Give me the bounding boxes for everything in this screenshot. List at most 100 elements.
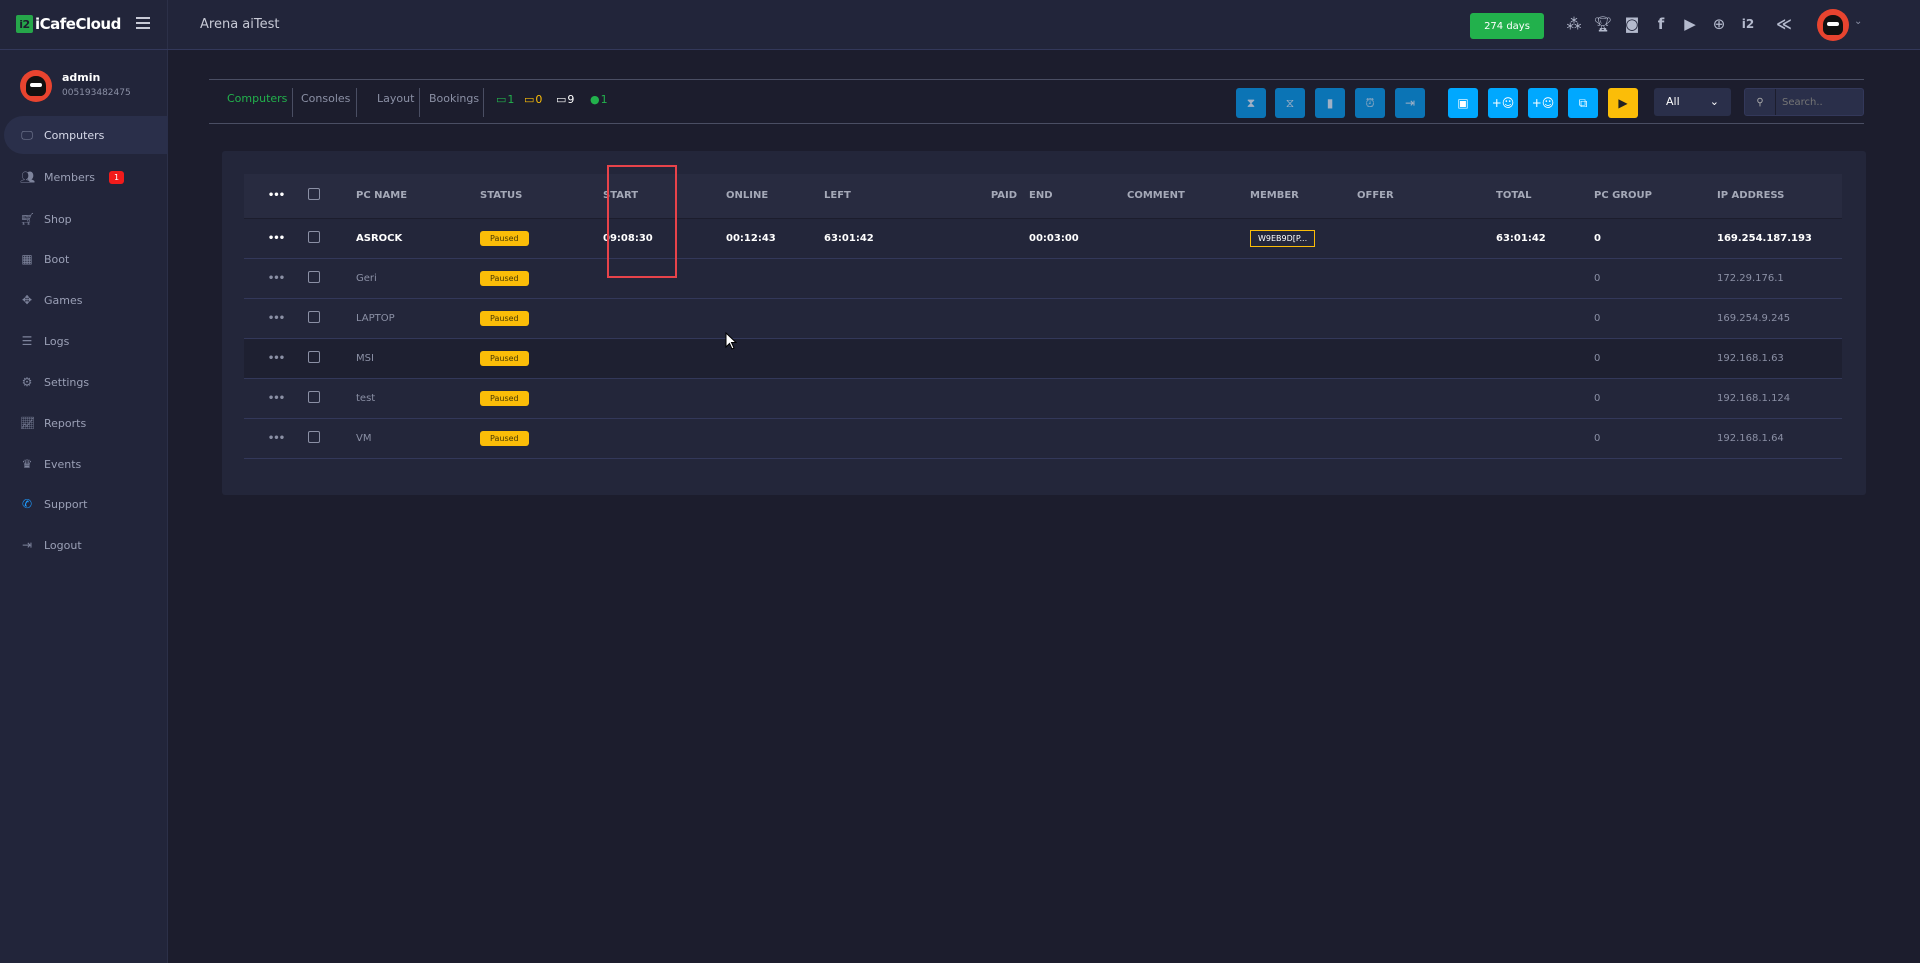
row-checkbox[interactable]	[308, 350, 320, 363]
trophy-icon[interactable]: 🏆︎	[1593, 15, 1613, 33]
header-left[interactable]: LEFT	[824, 174, 922, 219]
sidebar-item-reports[interactable]: 📈︎ Reports	[4, 404, 168, 442]
sidebar-item-computers[interactable]: 🖵︎ Computers	[4, 116, 168, 154]
row-actions-icon[interactable]: •••	[267, 392, 285, 404]
cell-member	[1250, 338, 1357, 379]
header-paid[interactable]: PAID	[922, 174, 1029, 219]
discord-icon[interactable]: ◙	[1624, 15, 1640, 33]
sidebar-item-shop[interactable]: 🛒︎ Shop	[4, 200, 168, 238]
sidebar-item-games[interactable]: ✥ Games	[4, 281, 168, 319]
icafe-icon[interactable]: i2	[1741, 17, 1755, 31]
filter-select[interactable]: All ⌄	[1654, 88, 1731, 116]
menu-toggle-icon[interactable]	[136, 17, 150, 29]
search-box[interactable]: ⚲	[1744, 88, 1864, 116]
ranking-icon[interactable]: ⁂	[1566, 15, 1582, 33]
logout-pc-button[interactable]: ⇥	[1395, 88, 1425, 118]
brand-icon[interactable]: ≪	[1776, 15, 1792, 33]
row-actions-icon[interactable]: •••	[267, 232, 285, 244]
row-actions-icon[interactable]: •••	[267, 352, 285, 364]
tab-layout[interactable]: Layout	[377, 92, 415, 105]
header-pc-name[interactable]: PC NAME	[356, 174, 480, 219]
facebook-icon[interactable]: f	[1657, 15, 1665, 33]
sidebar-item-settings[interactable]: ⚙ Settings	[4, 363, 168, 401]
tab-consoles[interactable]: Consoles	[301, 92, 351, 105]
row-actions-icon[interactable]: •••	[267, 432, 285, 444]
sidebar-item-support[interactable]: ✆ Support	[4, 485, 168, 523]
table-row[interactable]: ••• VM Paused 0 192.168.1.64	[244, 418, 1842, 459]
tab-computers[interactable]: Computers	[227, 92, 288, 105]
sidebar-item-events[interactable]: ♛ Events	[4, 445, 168, 483]
cell-total	[1496, 418, 1594, 459]
play-button[interactable]: ▶	[1608, 88, 1638, 118]
cell-start	[603, 338, 726, 379]
header-end[interactable]: END	[1029, 174, 1127, 219]
header-member[interactable]: MEMBER	[1250, 174, 1357, 219]
cell-group: 0	[1594, 378, 1717, 419]
cell-total	[1496, 338, 1594, 379]
status-badge: Paused	[480, 350, 529, 366]
hourglass-full-button[interactable]: ⧗	[1236, 88, 1266, 118]
hourglass-button[interactable]: ⧖	[1275, 88, 1305, 118]
user-name: admin	[62, 71, 101, 84]
computers-table: ••• PC NAME STATUS START ONLINE LEFT PAID END CO…	[244, 174, 1842, 459]
row-checkbox[interactable]	[308, 310, 320, 323]
status-badge: Paused	[480, 270, 529, 286]
member-tag[interactable]: W9EB9D[P...	[1250, 229, 1316, 247]
table-row[interactable]: ••• test Paused 0 192.168.1.124	[244, 378, 1842, 419]
days-remaining-badge[interactable]: 274 days	[1470, 13, 1544, 39]
row-actions-icon[interactable]: •••	[267, 272, 285, 284]
sidebar-item-boot[interactable]: ▦ Boot	[4, 240, 168, 278]
table-row[interactable]: ••• Geri Paused 0 172.29.176.1	[244, 258, 1842, 299]
logo[interactable]: i2 iCafeCloud	[16, 15, 121, 33]
row-actions-icon[interactable]: •••	[267, 312, 285, 324]
table-row[interactable]: ••• MSI Paused 0 192.168.1.63	[244, 338, 1842, 379]
select-all[interactable]	[308, 174, 356, 219]
header-comment[interactable]: COMMENT	[1127, 174, 1250, 219]
header-status[interactable]: STATUS	[480, 174, 603, 219]
header-ip-address[interactable]: IP ADDRESS	[1717, 174, 1842, 219]
cell-comment	[1127, 218, 1250, 259]
row-checkbox[interactable]	[308, 230, 320, 243]
row-checkbox[interactable]	[308, 430, 320, 443]
chevron-down-icon[interactable]: ⌄	[1854, 16, 1863, 27]
members-badge: 1	[108, 170, 125, 184]
select-all-checkbox[interactable]	[308, 188, 320, 201]
money-button[interactable]: ▣	[1448, 88, 1478, 118]
cell-comment	[1127, 378, 1250, 419]
cell-online	[726, 258, 824, 299]
lock-button[interactable]: ▮	[1315, 88, 1345, 118]
add-guest-button[interactable]: +☺	[1488, 88, 1518, 118]
alarm-button[interactable]: ⏰︎	[1355, 88, 1385, 118]
row-checkbox[interactable]	[308, 270, 320, 283]
sidebar-item-label: Support	[44, 497, 88, 511]
cell-member	[1250, 378, 1357, 419]
offline-count: ▭ 9	[556, 93, 575, 106]
cell-paid	[922, 338, 1029, 379]
sidebar-item-logs[interactable]: ☰ Logs	[4, 322, 168, 360]
row-actions-header[interactable]: •••	[244, 174, 308, 219]
table-row[interactable]: ••• LAPTOP Paused 0 169.254.9.245	[244, 298, 1842, 339]
sidebar-item-label: Logs	[44, 334, 70, 348]
tab-bookings[interactable]: Bookings	[429, 92, 480, 105]
cell-comment	[1127, 338, 1250, 379]
cell-start	[603, 378, 726, 419]
header-start[interactable]: START	[603, 174, 726, 219]
header-total[interactable]: TOTAL	[1496, 174, 1594, 219]
header-pc-group[interactable]: PC GROUP	[1594, 174, 1717, 219]
cell-group: 0	[1594, 418, 1717, 459]
sidebar-item-logout[interactable]: ⇥ Logout	[4, 526, 168, 564]
header-online[interactable]: ONLINE	[726, 174, 824, 219]
sidebar-item-members[interactable]: 👥︎ Members 1	[4, 158, 168, 196]
globe-icon[interactable]: ⊕	[1712, 15, 1726, 33]
header-offer[interactable]: OFFER	[1357, 174, 1496, 219]
screenshot-button[interactable]: ⧉	[1568, 88, 1598, 118]
mouse-cursor-icon	[725, 332, 737, 350]
add-member-button[interactable]: +☺	[1528, 88, 1558, 118]
youtube-icon[interactable]: ▶	[1684, 15, 1696, 33]
profile-avatar[interactable]	[1817, 9, 1849, 41]
search-input[interactable]	[1776, 89, 1861, 115]
logo-mark-icon: i2	[16, 15, 33, 33]
table-row[interactable]: ••• ASROCK Paused 09:08:30 00:12:43 63:01:42 0…	[244, 218, 1842, 259]
cell-ip: 192.168.1.63	[1717, 338, 1842, 379]
row-checkbox[interactable]	[308, 390, 320, 403]
